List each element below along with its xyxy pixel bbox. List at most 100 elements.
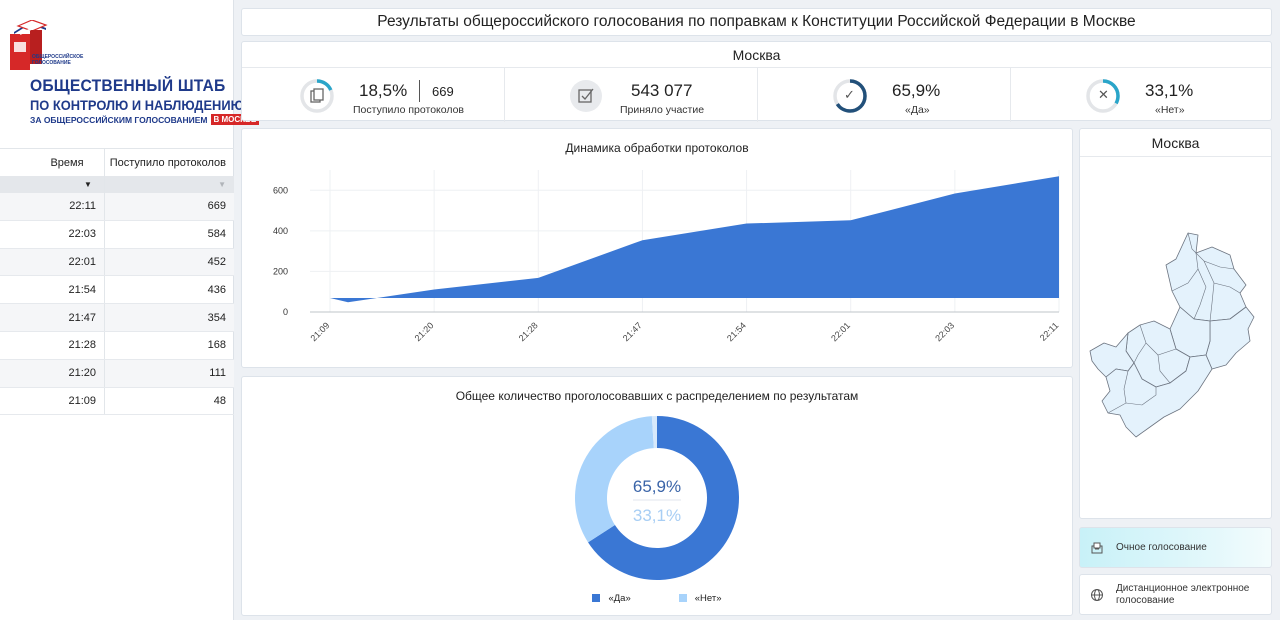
- donut-legend: «Да» «Нет»: [242, 593, 1072, 604]
- results-donut-chart: [575, 416, 739, 580]
- logo-badge: В МОСКВЕ: [210, 114, 260, 125]
- row-protocols: 354: [207, 311, 226, 324]
- row-time: 22:11: [0, 193, 105, 220]
- row-time: 22:03: [0, 220, 105, 248]
- yes-label: «Да»: [905, 104, 930, 116]
- donut-yes-label: 65,9%: [632, 477, 682, 496]
- logo-line-1: ОБЩЕСТВЕННЫЙ ШТАБ: [30, 76, 226, 95]
- stats-region: Москва: [242, 42, 1271, 68]
- polling-station-icon: [1091, 542, 1103, 553]
- stat-divider: [419, 80, 420, 102]
- map-panel: Москва: [1079, 128, 1272, 519]
- row-protocols: 452: [207, 255, 226, 268]
- table-header: Время Поступило протоколов: [0, 148, 234, 177]
- x-tick-label: 21:54: [725, 320, 748, 343]
- protocols-area-chart: 0 200 400 600 21:09 21:20 21:28 21:47 21:54 22:01…: [273, 170, 1061, 343]
- row-time: 21:47: [0, 304, 105, 331]
- table-row[interactable]: 21:20 111: [0, 359, 234, 388]
- map-district-west[interactable]: [1089, 332, 1135, 378]
- no-percent: 33,1%: [1145, 81, 1194, 100]
- row-time: 21:54: [0, 276, 105, 304]
- row-protocols: 584: [207, 228, 226, 241]
- protocols-chart-panel: Динамика обработки протоколов 0 200 400 600…: [241, 128, 1073, 368]
- yes-progress-ring: [833, 79, 867, 113]
- ring-fill: [1086, 79, 1120, 113]
- remote-voting-label: Дистанционное электронное голосование: [1116, 582, 1250, 606]
- header-protocols[interactable]: Поступило протоколов: [109, 156, 226, 169]
- y-tick-label: 400: [273, 226, 288, 236]
- map-district-north[interactable]: [1165, 232, 1247, 322]
- row-time: 22:01: [0, 248, 105, 276]
- no-label: «Нет»: [1155, 104, 1185, 116]
- protocols-label: Поступило протоколов: [353, 104, 465, 116]
- y-tick-label: 600: [273, 185, 288, 195]
- sort-desc-icon[interactable]: ▼: [0, 176, 105, 193]
- row-time: 21:20: [0, 359, 105, 387]
- x-tick-label: 21:20: [413, 320, 436, 343]
- x-tick-label: 22:01: [829, 320, 852, 343]
- page-title: Результаты общероссийского голосования п…: [241, 8, 1272, 36]
- stats-panel: Москва 18,5% 669 Поступило протоколов 54…: [241, 41, 1272, 122]
- cross-icon: ✕: [1098, 87, 1109, 102]
- table-row[interactable]: 22:11 669: [0, 193, 234, 221]
- table-row[interactable]: 21:54 436: [0, 276, 234, 305]
- ballot-box-icon: [10, 20, 48, 70]
- table-row[interactable]: 21:47 354: [0, 304, 234, 332]
- protocols-table: Время Поступило протоколов ▼ ▼ 22:11 669 2…: [0, 148, 234, 416]
- logo-line-2: ПО КОНТРОЛЮ И НАБЛЮДЕНИЮ: [30, 97, 244, 113]
- x-tick-label: 21:28: [517, 320, 540, 343]
- row-protocols: 48: [213, 394, 226, 407]
- legend-yes-label: «Да»: [608, 593, 631, 604]
- donut-no-label: 33,1%: [632, 506, 682, 525]
- row-protocols: 669: [207, 200, 226, 213]
- protocols-progress-ring: [300, 79, 334, 113]
- logo: ОБЩЕРОССИЙСКОЕ ГОЛОСОВАНИЕ ОБЩЕСТВЕННЫЙ …: [8, 16, 260, 131]
- stat-protocols: 18,5% 669 Поступило протоколов: [242, 68, 495, 122]
- header-time[interactable]: Время: [0, 148, 105, 177]
- yes-percent: 65,9%: [892, 81, 941, 100]
- remote-voting-button[interactable]: Дистанционное электронное голосование: [1079, 574, 1272, 615]
- stat-yes: ✓ 65,9% «Да»: [757, 68, 1010, 122]
- y-tick-label: 0: [283, 307, 288, 317]
- table-body: 22:11 669 22:03 584 22:01 452 21:54 436 21:47 354…: [0, 193, 234, 416]
- x-tick-label: 21:47: [621, 320, 644, 343]
- ring-fill: [833, 79, 867, 113]
- x-tick-label: 22:11: [1038, 320, 1061, 343]
- table-row[interactable]: 22:03 584: [0, 220, 234, 249]
- ring-fill: [300, 79, 334, 113]
- legend-no-label: «Нет»: [694, 593, 722, 604]
- map-title: Москва: [1080, 129, 1271, 157]
- x-tick-label: 21:09: [308, 320, 331, 343]
- in-person-voting-label: Очное голосование: [1116, 542, 1207, 553]
- in-person-voting-button[interactable]: Очное голосование: [1079, 527, 1272, 568]
- table-filter-row: ▼ ▼: [0, 176, 234, 193]
- ballot-icon: [570, 80, 602, 112]
- map-district-new-moscow[interactable]: [1101, 354, 1213, 438]
- protocols-count: 669: [432, 84, 454, 99]
- row-time: 21:09: [0, 387, 105, 415]
- legend-yes[interactable]: «Да»: [592, 593, 631, 604]
- sort-icon[interactable]: ▼: [218, 180, 226, 189]
- donut-slice-other: [651, 416, 657, 449]
- sidebar: ОБЩЕРОССИЙСКОЕ ГОЛОСОВАНИЕ ОБЩЕСТВЕННЫЙ …: [0, 0, 260, 620]
- area-series[interactable]: [330, 176, 1059, 303]
- stat-participants: 543 077 Приняло участие: [504, 68, 757, 122]
- legend-no-swatch: [678, 594, 687, 602]
- no-progress-ring: [1086, 79, 1120, 113]
- table-row[interactable]: 21:09 48: [0, 387, 234, 416]
- row-time: 21:28: [0, 331, 105, 359]
- table-row[interactable]: 21:28 168: [0, 331, 234, 360]
- results-donut-panel: Общее количество проголосовавших с распр…: [241, 376, 1073, 616]
- donut-slice-yes[interactable]: [588, 416, 739, 580]
- documents-icon: [310, 88, 324, 103]
- participants-label: Приняло участие: [620, 104, 705, 116]
- logo-small-text: ОБЩЕРОССИЙСКОЕ ГОЛОСОВАНИЕ: [32, 54, 84, 66]
- check-icon: ✓: [844, 87, 855, 102]
- row-protocols: 436: [207, 283, 226, 296]
- participants-count: 543 077: [631, 81, 693, 100]
- donut-slice-no[interactable]: [575, 416, 654, 543]
- protocols-percent: 18,5%: [359, 81, 408, 100]
- moscow-map[interactable]: [1080, 157, 1271, 517]
- legend-no[interactable]: «Нет»: [678, 593, 722, 604]
- table-row[interactable]: 22:01 452: [0, 248, 234, 277]
